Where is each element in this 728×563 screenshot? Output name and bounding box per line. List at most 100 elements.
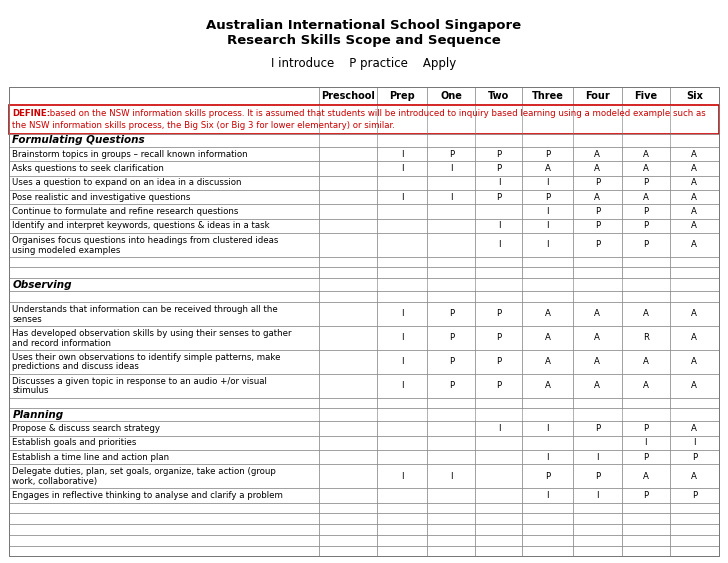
Bar	[9, 374, 319, 397]
Bar	[377, 161, 427, 176]
Text: P: P	[644, 424, 649, 433]
Text: Propose & discuss search strategy: Propose & discuss search strategy	[12, 424, 160, 433]
Bar	[622, 291, 670, 302]
Text: Discusses a given topic in response to an audio +/or visual: Discusses a given topic in response to a…	[12, 377, 267, 386]
Bar	[9, 190, 319, 204]
Bar	[9, 87, 319, 105]
Text: Brainstorm topics in groups – recall known information: Brainstorm topics in groups – recall kno…	[12, 150, 248, 159]
Bar	[523, 218, 573, 233]
Bar	[573, 374, 622, 397]
Text: P: P	[545, 193, 550, 202]
Bar	[573, 535, 622, 546]
Bar	[622, 450, 670, 464]
Bar	[377, 503, 427, 513]
Bar	[573, 524, 622, 535]
Text: A: A	[692, 178, 697, 187]
Text: Four: Four	[585, 91, 610, 101]
Bar	[523, 535, 573, 546]
Bar	[427, 87, 475, 105]
Bar	[475, 450, 523, 464]
Text: Engages in reflective thinking to analyse and clarify a problem: Engages in reflective thinking to analys…	[12, 491, 283, 500]
Text: P: P	[644, 453, 649, 462]
Text: P: P	[595, 221, 600, 230]
Text: I: I	[547, 424, 549, 433]
Bar	[573, 291, 622, 302]
Bar	[9, 436, 319, 450]
Bar	[319, 546, 377, 556]
Text: P: P	[644, 221, 649, 230]
Bar	[573, 161, 622, 176]
Text: I: I	[450, 472, 453, 481]
Bar	[670, 190, 719, 204]
Text: DEFINE:: DEFINE:	[12, 109, 50, 118]
Text: I: I	[401, 358, 403, 366]
Bar	[670, 326, 719, 350]
Text: P: P	[448, 358, 454, 366]
Bar	[670, 87, 719, 105]
Bar	[523, 546, 573, 556]
Bar	[9, 350, 319, 374]
Bar	[475, 374, 523, 397]
Bar	[377, 204, 427, 218]
Text: A: A	[692, 207, 697, 216]
Bar	[573, 176, 622, 190]
Text: A: A	[643, 472, 649, 481]
Bar	[427, 218, 475, 233]
Bar	[377, 535, 427, 546]
Bar	[475, 350, 523, 374]
Bar	[377, 267, 427, 278]
Bar	[670, 488, 719, 503]
Text: Understands that information can be received through all the: Understands that information can be rece…	[12, 305, 278, 314]
Text: A: A	[545, 333, 550, 342]
Bar	[475, 257, 523, 267]
Bar	[523, 488, 573, 503]
Bar	[622, 397, 670, 408]
Text: I: I	[450, 193, 453, 202]
Text: the NSW information skills process, the Big Six (or Big 3 for lower elementary) : the NSW information skills process, the …	[12, 121, 395, 130]
Text: P: P	[644, 240, 649, 249]
Bar	[475, 147, 523, 161]
Bar	[670, 421, 719, 436]
Text: I: I	[401, 193, 403, 202]
Text: Six: Six	[686, 91, 703, 101]
Bar	[427, 190, 475, 204]
Bar	[427, 503, 475, 513]
Text: Research Skills Scope and Sequence: Research Skills Scope and Sequence	[227, 34, 501, 47]
Bar	[319, 267, 377, 278]
Bar	[427, 546, 475, 556]
Bar	[319, 291, 377, 302]
Bar	[319, 450, 377, 464]
Bar	[573, 513, 622, 524]
Bar	[427, 513, 475, 524]
Bar	[377, 374, 427, 397]
Text: Has developed observation skills by using their senses to gather: Has developed observation skills by usin…	[12, 329, 292, 338]
Bar	[523, 267, 573, 278]
Bar	[9, 408, 719, 421]
Text: using modeled examples: using modeled examples	[12, 245, 121, 254]
Bar	[573, 464, 622, 488]
Bar	[475, 546, 523, 556]
Bar	[622, 326, 670, 350]
Bar	[670, 436, 719, 450]
Text: I introduce    P practice    Apply: I introduce P practice Apply	[272, 56, 456, 70]
Bar	[523, 436, 573, 450]
Bar	[9, 105, 719, 134]
Bar	[622, 176, 670, 190]
Bar	[670, 204, 719, 218]
Bar	[523, 302, 573, 326]
Bar	[319, 190, 377, 204]
Text: Formulating Questions: Formulating Questions	[12, 135, 145, 145]
Bar	[9, 267, 319, 278]
Bar	[319, 488, 377, 503]
Bar	[670, 267, 719, 278]
Text: P: P	[595, 207, 600, 216]
Bar	[573, 450, 622, 464]
Text: senses: senses	[12, 315, 42, 324]
Bar	[670, 450, 719, 464]
Bar	[319, 374, 377, 397]
Text: I: I	[547, 221, 549, 230]
Bar	[377, 524, 427, 535]
Bar	[573, 421, 622, 436]
Bar	[670, 147, 719, 161]
Bar	[319, 397, 377, 408]
